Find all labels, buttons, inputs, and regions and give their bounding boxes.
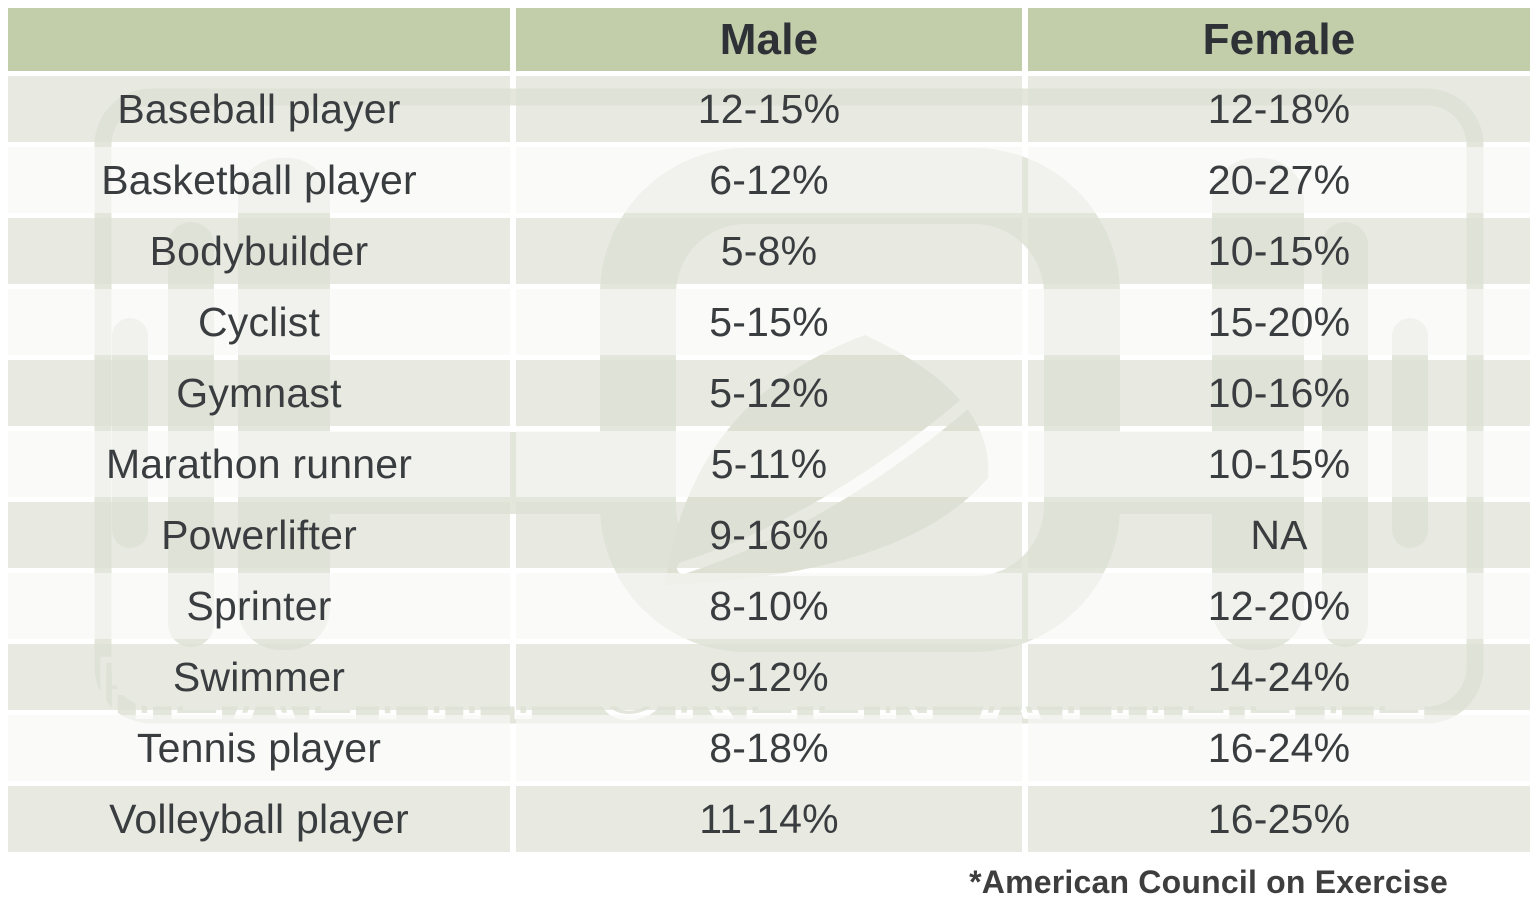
athlete-type-cell: Tennis player xyxy=(8,715,510,781)
athlete-type-cell: Cyclist xyxy=(8,289,510,355)
header-male-cell: Male xyxy=(516,8,1022,71)
athlete-type-cell: Sprinter xyxy=(8,573,510,639)
female-value-cell: 20-27% xyxy=(1028,147,1530,213)
male-value-cell: 5-8% xyxy=(516,218,1022,284)
athlete-type-cell: Gymnast xyxy=(8,360,510,426)
female-value-cell: 10-15% xyxy=(1028,218,1530,284)
female-value-cell: 12-20% xyxy=(1028,573,1530,639)
male-value-cell: 8-18% xyxy=(516,715,1022,781)
female-value-cell: 10-16% xyxy=(1028,360,1530,426)
female-value-cell: 10-15% xyxy=(1028,431,1530,497)
male-value-cell: 5-12% xyxy=(516,360,1022,426)
male-value-cell: 6-12% xyxy=(516,147,1022,213)
male-value-cell: 8-10% xyxy=(516,573,1022,639)
body-fat-table: Male Female Baseball player 12-15% 12-18… xyxy=(8,8,1530,852)
male-value-cell: 11-14% xyxy=(516,786,1022,852)
male-value-cell: 12-15% xyxy=(516,76,1022,142)
athlete-type-cell: Baseball player xyxy=(8,76,510,142)
source-note: *American Council on Exercise xyxy=(969,863,1448,900)
header-female-cell: Female xyxy=(1028,8,1530,71)
athlete-type-cell: Bodybuilder xyxy=(8,218,510,284)
athlete-type-cell: Marathon runner xyxy=(8,431,510,497)
athlete-type-cell: Volleyball player xyxy=(8,786,510,852)
male-value-cell: 9-12% xyxy=(516,644,1022,710)
male-value-cell: 5-15% xyxy=(516,289,1022,355)
female-value-cell: 12-18% xyxy=(1028,76,1530,142)
male-value-cell: 5-11% xyxy=(516,431,1022,497)
athlete-type-cell: Powerlifter xyxy=(8,502,510,568)
female-value-cell: NA xyxy=(1028,502,1530,568)
athlete-type-cell: Swimmer xyxy=(8,644,510,710)
male-value-cell: 9-16% xyxy=(516,502,1022,568)
female-value-cell: 16-25% xyxy=(1028,786,1530,852)
header-athlete-type-cell xyxy=(8,8,510,71)
athlete-type-cell: Basketball player xyxy=(8,147,510,213)
female-value-cell: 16-24% xyxy=(1028,715,1530,781)
female-value-cell: 15-20% xyxy=(1028,289,1530,355)
female-value-cell: 14-24% xyxy=(1028,644,1530,710)
